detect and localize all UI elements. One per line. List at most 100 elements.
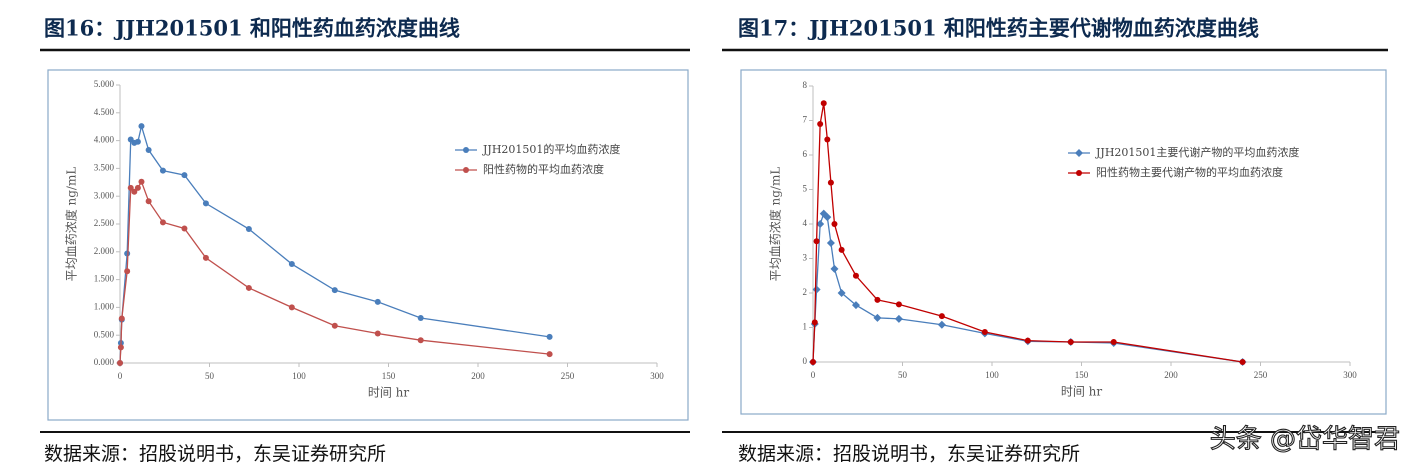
data-point [288, 261, 295, 268]
data-point [874, 296, 881, 303]
data-point [124, 250, 131, 257]
series-line [119, 180, 550, 364]
y-tick-label: 5.000 [94, 79, 115, 89]
data-point [145, 198, 152, 205]
data-point [245, 284, 252, 291]
y-tick-label: 8 [803, 80, 808, 90]
y-tick-label: 3.000 [94, 190, 115, 200]
data-point [138, 178, 145, 185]
data-point [159, 167, 166, 174]
x-tick-label: 150 [1075, 370, 1089, 380]
x-tick-label: 250 [561, 371, 575, 381]
data-point [810, 359, 816, 365]
data-point [826, 238, 835, 247]
legend-label: 阳性药物的平均血药浓度 [483, 162, 604, 176]
x-tick-label: 300 [650, 371, 664, 381]
data-point [202, 254, 209, 261]
data-point [127, 184, 134, 191]
y-tick-label: 2 [803, 287, 808, 297]
x-tick-label: 100 [985, 370, 999, 380]
data-point [837, 289, 846, 297]
data-point [827, 179, 834, 186]
data-point [823, 213, 832, 222]
x-axis-label: 时间 hr [368, 386, 410, 400]
x-tick-label: 50 [898, 370, 908, 380]
data-point [181, 225, 188, 232]
watermark: 头条 @岱华智君 [1210, 425, 1400, 455]
legend-label: JJH201501的平均血药浓度 [482, 142, 620, 156]
x-tick-label: 0 [811, 370, 816, 380]
series-line [119, 123, 550, 364]
data-point [812, 285, 821, 294]
y-axis-label: 平均血药浓度 ng/mL [768, 167, 783, 282]
data-point [331, 322, 338, 329]
chart-frame [740, 69, 1387, 415]
x-tick-label: 0 [118, 371, 123, 381]
y-tick-label: 2.000 [94, 246, 115, 256]
y-tick-label: 3.500 [94, 162, 115, 172]
y-axis-label: 平均血药浓度 ng/mL [64, 167, 79, 282]
y-tick-label: 2.500 [94, 218, 115, 228]
data-point [820, 100, 827, 107]
x-tick-label: 200 [471, 371, 485, 381]
data-point [895, 301, 902, 308]
data-point [134, 138, 141, 145]
x-axis-label: 时间 hr [1061, 385, 1103, 399]
y-tick-label: 0.500 [94, 329, 115, 339]
legend-marker [463, 167, 469, 173]
legend-marker [1076, 170, 1082, 176]
data-point [830, 264, 839, 273]
data-point [138, 123, 145, 130]
y-tick-label: 1.000 [94, 301, 115, 311]
data-point [331, 287, 338, 294]
x-tick-label: 100 [292, 371, 306, 381]
data-point [813, 238, 820, 245]
y-tick-label: 6 [803, 149, 808, 159]
legend-marker [1075, 149, 1083, 157]
data-point [417, 314, 424, 321]
data-point [374, 298, 381, 305]
data-point [1067, 338, 1074, 345]
x-tick-label: 300 [1343, 370, 1357, 380]
series-line [812, 103, 1243, 363]
y-tick-label: 5 [803, 184, 808, 194]
data-point [817, 120, 824, 127]
x-tick-label: 150 [382, 371, 396, 381]
data-point [1024, 337, 1031, 344]
data-point [546, 351, 553, 358]
figure-title: 图17：JJH201501 和阳性药主要代谢物血药浓度曲线 [738, 16, 1259, 41]
y-tick-label: 0 [803, 356, 808, 366]
data-point [131, 188, 138, 195]
figure-title: 图16：JJH201501 和阳性药血药浓度曲线 [44, 16, 460, 41]
data-point [245, 226, 252, 233]
source-note: 数据来源：招股说明书，东吴证券研究所 [738, 443, 1080, 465]
data-point [117, 360, 123, 366]
data-point [873, 313, 882, 322]
data-point [831, 221, 838, 227]
data-point [938, 313, 945, 320]
x-tick-label: 250 [1254, 370, 1268, 380]
legend-label: 阳性药物主要代谢产物的平均血药浓度 [1096, 165, 1283, 179]
data-point [816, 220, 825, 228]
y-tick-label: 1.500 [94, 274, 115, 284]
y-tick-label: 4.500 [94, 107, 115, 117]
data-point [1110, 338, 1117, 345]
legend-label: JJH201501主要代谢产物的平均血药浓度 [1095, 145, 1299, 159]
y-tick-label: 1 [803, 322, 808, 332]
data-point [852, 272, 859, 279]
source-note: 数据来源：招股说明书，东吴证券研究所 [44, 443, 386, 465]
y-tick-label: 0.000 [94, 357, 115, 367]
y-tick-label: 3 [803, 253, 808, 263]
data-point [838, 246, 845, 253]
data-point [417, 337, 424, 344]
data-point [159, 219, 166, 226]
data-point [181, 172, 188, 179]
data-point [145, 147, 152, 154]
data-point [288, 304, 295, 311]
data-point [981, 328, 988, 335]
y-tick-label: 4 [803, 218, 808, 228]
y-tick-label: 4.000 [94, 135, 115, 145]
